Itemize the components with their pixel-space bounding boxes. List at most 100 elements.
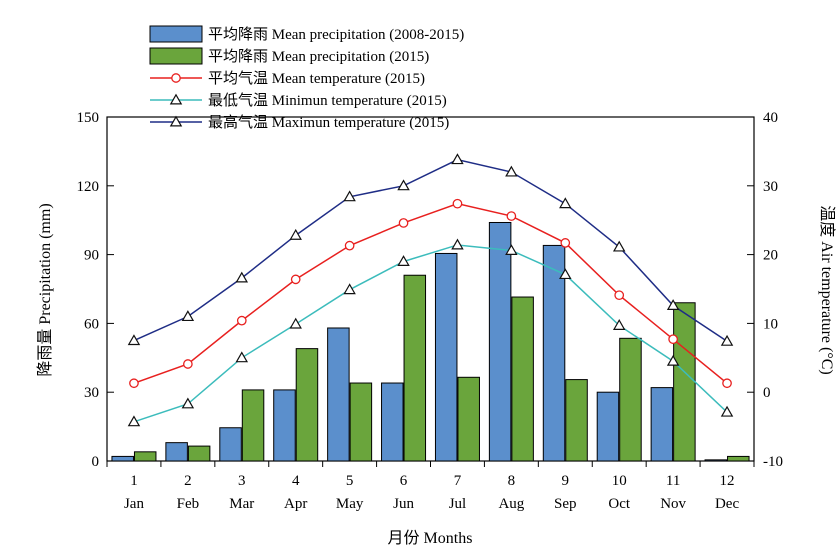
point-marker-triangle — [666, 299, 680, 311]
point-marker-circle — [398, 218, 409, 228]
point-marker-circle — [668, 334, 678, 345]
x-tick-number: 12 — [720, 473, 735, 489]
bar-5b8fcc — [381, 382, 404, 462]
y-left-tick-label: 90 — [84, 248, 99, 264]
point-marker-triangle — [451, 153, 464, 165]
bar-6aa53c — [457, 376, 480, 462]
point-marker-triangle — [127, 334, 141, 346]
x-tick-number: 6 — [400, 473, 408, 489]
point-marker-triangle — [169, 115, 183, 127]
bar-5b8fcc — [111, 455, 134, 462]
point-marker-circle — [614, 290, 625, 301]
x-tick-number: 8 — [508, 473, 516, 489]
point-marker-triangle — [235, 271, 249, 283]
legend-swatch-bar — [149, 47, 203, 65]
bar-5b8fcc — [488, 221, 512, 462]
series-line — [133, 202, 728, 384]
y-axis-right-title: 温度 Air temperature (°C) — [818, 205, 836, 374]
bar-6aa53c — [673, 302, 696, 462]
point-marker-triangle — [666, 354, 680, 366]
legend-label: 平均降雨 Mean precipitation (2015) — [208, 48, 429, 65]
bar-5b8fcc — [273, 389, 296, 462]
point-marker-triangle — [505, 244, 518, 255]
x-tick-number: 7 — [454, 473, 462, 489]
point-marker-circle — [171, 73, 181, 83]
bar-6aa53c — [295, 348, 319, 462]
x-tick-number: 11 — [666, 473, 680, 489]
point-marker-circle — [290, 274, 301, 285]
bar-6aa53c — [619, 337, 642, 462]
point-marker-triangle — [559, 268, 572, 280]
point-marker-triangle — [181, 310, 195, 322]
y-left-tick-label: 60 — [84, 316, 99, 332]
series-line — [133, 244, 728, 423]
point-marker-circle — [560, 238, 571, 248]
bar-5b8fcc — [165, 442, 188, 462]
point-marker-triangle — [343, 190, 356, 202]
point-marker-circle — [452, 198, 463, 209]
x-tick-number: 10 — [612, 473, 627, 489]
x-tick-label: Jun — [393, 496, 414, 512]
x-tick-label: Feb — [177, 496, 200, 512]
point-marker-triangle — [169, 93, 183, 105]
y-right-tick-label: -10 — [763, 454, 783, 470]
bars — [111, 221, 750, 462]
point-marker-triangle — [343, 283, 356, 295]
point-marker-triangle — [451, 238, 464, 250]
y-left-tick-label: 150 — [77, 110, 100, 126]
x-tick-number: 2 — [184, 473, 192, 489]
bar-5b8fcc — [327, 327, 350, 462]
y-left-tick-label: 0 — [92, 454, 100, 470]
y-left-tick-label: 30 — [84, 385, 99, 401]
point-marker-triangle — [127, 415, 141, 427]
point-marker-triangle — [559, 197, 572, 209]
bar-5b8fcc — [434, 252, 458, 462]
point-marker-triangle — [289, 228, 302, 240]
point-marker-triangle — [289, 317, 302, 329]
point-marker-circle — [506, 211, 517, 221]
y-right-tick-label: 0 — [763, 385, 771, 401]
x-tick-label: Aug — [498, 496, 524, 512]
point-marker-circle — [183, 359, 193, 369]
x-tick-label: Nov — [660, 496, 686, 512]
lines — [127, 153, 734, 427]
y-right-tick-label: 30 — [763, 179, 778, 195]
x-tick-number: 3 — [238, 473, 246, 489]
y-axis-left-title: 降雨量 Precipitation (mm) — [36, 203, 54, 376]
y-left-tick-label: 120 — [77, 179, 100, 195]
point-marker-triangle — [181, 397, 195, 409]
point-marker-triangle — [720, 334, 734, 346]
bar-6aa53c — [241, 389, 265, 462]
bar-5b8fcc — [542, 244, 566, 462]
bar-6aa53c — [133, 451, 157, 462]
x-tick-label: Apr — [284, 496, 307, 512]
legend: 平均降雨 Mean precipitation (2008-2015) 平均降雨 … — [149, 25, 464, 131]
series-line — [133, 158, 728, 342]
x-tick-label: Jan — [124, 496, 144, 512]
bar-5b8fcc — [219, 427, 242, 462]
legend-label: 最高气温 Maximun temperature (2015) — [208, 114, 449, 131]
x-tick-number: 1 — [130, 473, 138, 489]
point-marker-triangle — [397, 179, 410, 191]
bar-5b8fcc — [650, 387, 674, 462]
bar-5b8fcc — [596, 391, 620, 462]
x-tick-number: 9 — [562, 473, 570, 489]
point-marker-circle — [722, 378, 732, 389]
bar-5b8fcc — [704, 459, 728, 462]
x-axis-title: 月份 Months — [388, 529, 473, 547]
x-tick-label: May — [336, 496, 364, 512]
y-right-tick-label: 20 — [763, 248, 778, 264]
x-tick-label: Mar — [229, 496, 254, 512]
point-marker-triangle — [612, 240, 626, 252]
x-tick-label: Jul — [449, 496, 467, 512]
bar-6aa53c — [403, 274, 427, 462]
legend-swatch-bar — [149, 25, 203, 43]
point-marker-circle — [236, 315, 247, 326]
point-marker-triangle — [505, 165, 518, 177]
bar-6aa53c — [565, 379, 588, 462]
y-right-tick-label: 40 — [763, 110, 778, 126]
legend-label: 平均降雨 Mean precipitation (2008-2015) — [208, 26, 464, 43]
x-tick-number: 5 — [346, 473, 354, 489]
legend-label: 平均气温 Mean temperature (2015) — [208, 70, 425, 87]
